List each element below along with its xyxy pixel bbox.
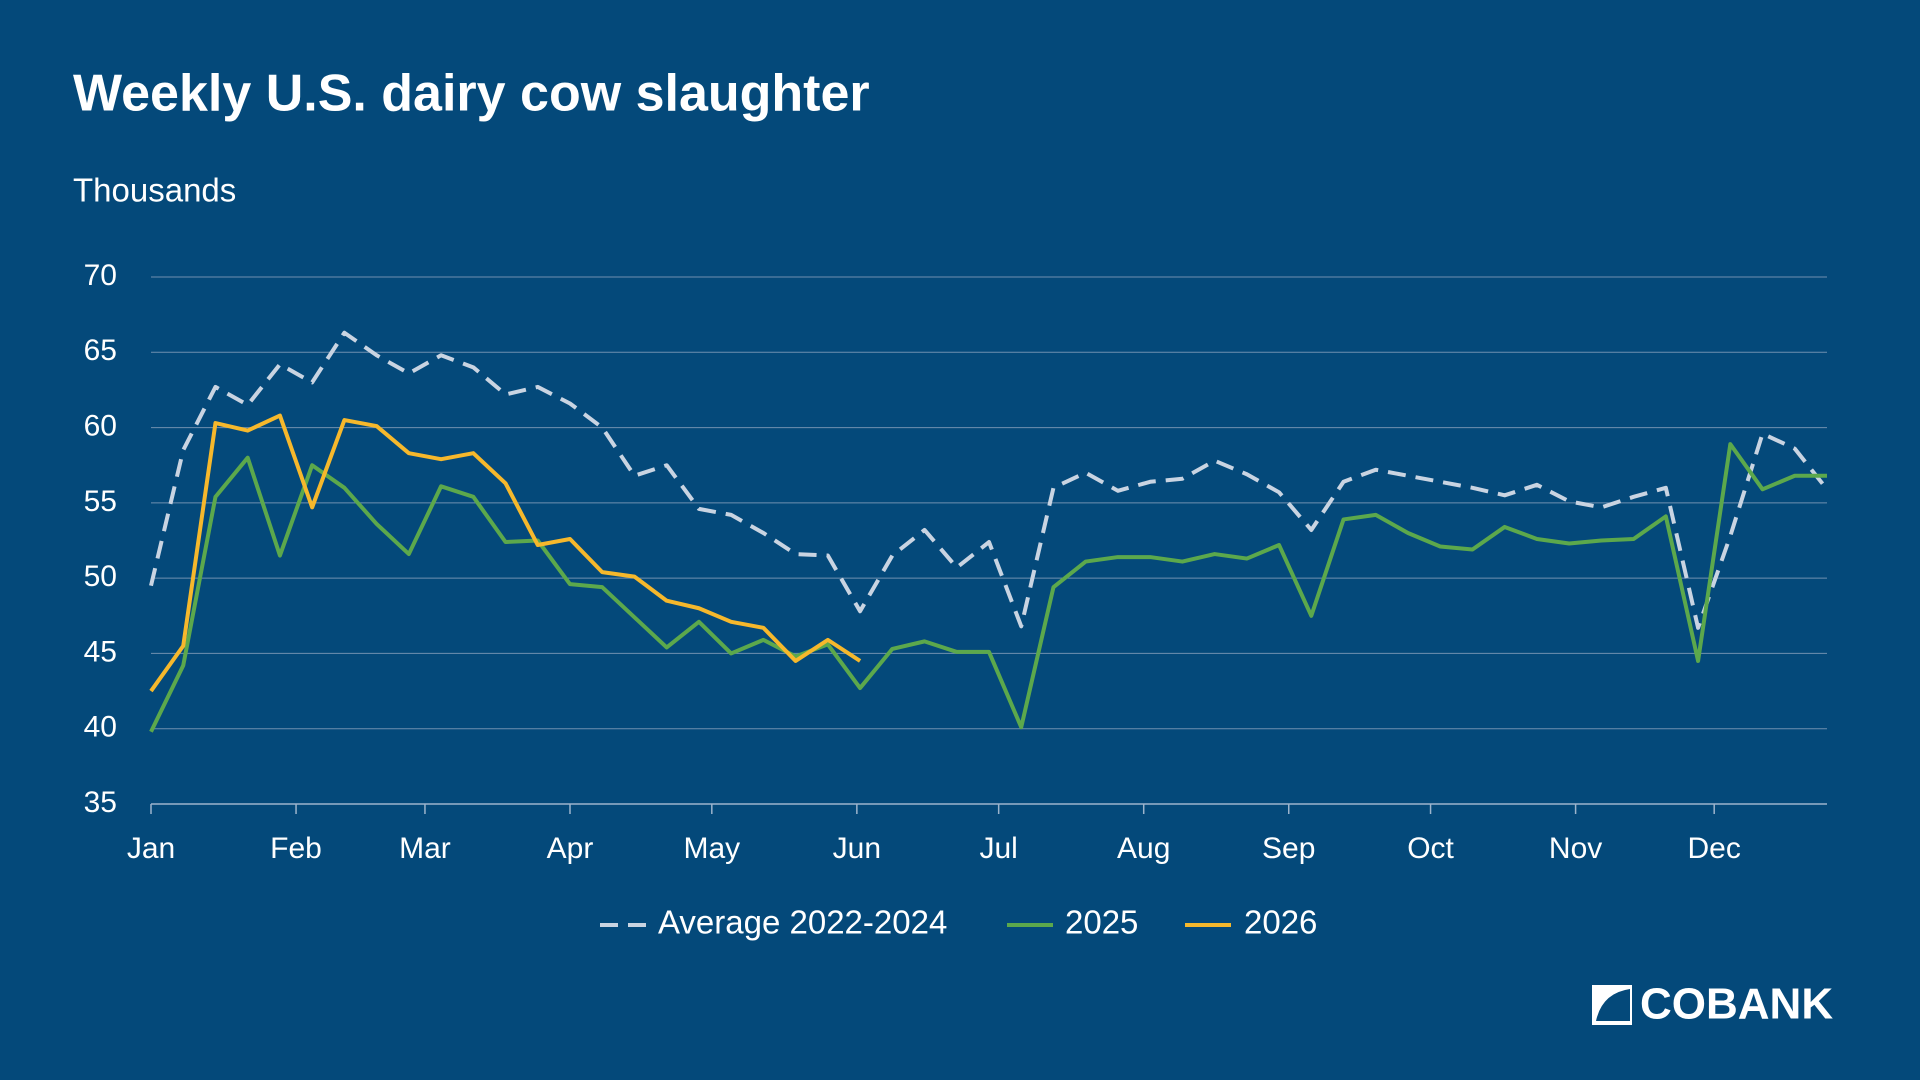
x-tick-label: Jul bbox=[979, 832, 1017, 865]
x-tick-label: Sep bbox=[1262, 832, 1315, 865]
x-tick-label: Aug bbox=[1117, 832, 1170, 865]
y-tick-label: 60 bbox=[84, 409, 117, 442]
y-tick-label: 55 bbox=[84, 485, 117, 518]
x-tick-label: Oct bbox=[1407, 832, 1454, 865]
series-line bbox=[149, 413, 862, 693]
y-tick-label: 35 bbox=[84, 786, 117, 819]
logo-text: COBANK bbox=[1640, 980, 1833, 1029]
series-line bbox=[149, 442, 1827, 733]
x-tick-label: Mar bbox=[399, 832, 451, 865]
legend-label: Average 2022-2024 bbox=[658, 904, 947, 941]
x-tick-label: Jan bbox=[127, 832, 175, 865]
legend-label: 2025 bbox=[1065, 904, 1138, 941]
x-tick-label: May bbox=[683, 832, 740, 865]
x-tick-label: Feb bbox=[270, 832, 322, 865]
logo: COBANK bbox=[1592, 980, 1833, 1029]
chart-title: Weekly U.S. dairy cow slaughter bbox=[73, 65, 870, 123]
series bbox=[149, 330, 1829, 630]
legend-label: 2026 bbox=[1244, 904, 1317, 941]
logo-icon bbox=[1592, 985, 1632, 1025]
y-tick-label: 70 bbox=[84, 259, 117, 292]
x-tick-label: Dec bbox=[1688, 832, 1741, 865]
y-tick-label: 45 bbox=[84, 635, 117, 668]
x-tick-label: Apr bbox=[547, 832, 594, 865]
series-line bbox=[149, 330, 1829, 630]
chart-subtitle: Thousands bbox=[73, 172, 236, 209]
series bbox=[149, 442, 1827, 733]
series bbox=[149, 413, 862, 693]
x-tick-label: Nov bbox=[1549, 832, 1602, 865]
y-tick-label: 65 bbox=[84, 334, 117, 367]
y-tick-label: 50 bbox=[84, 560, 117, 593]
y-tick-label: 40 bbox=[84, 711, 117, 744]
x-tick-label: Jun bbox=[833, 832, 881, 865]
